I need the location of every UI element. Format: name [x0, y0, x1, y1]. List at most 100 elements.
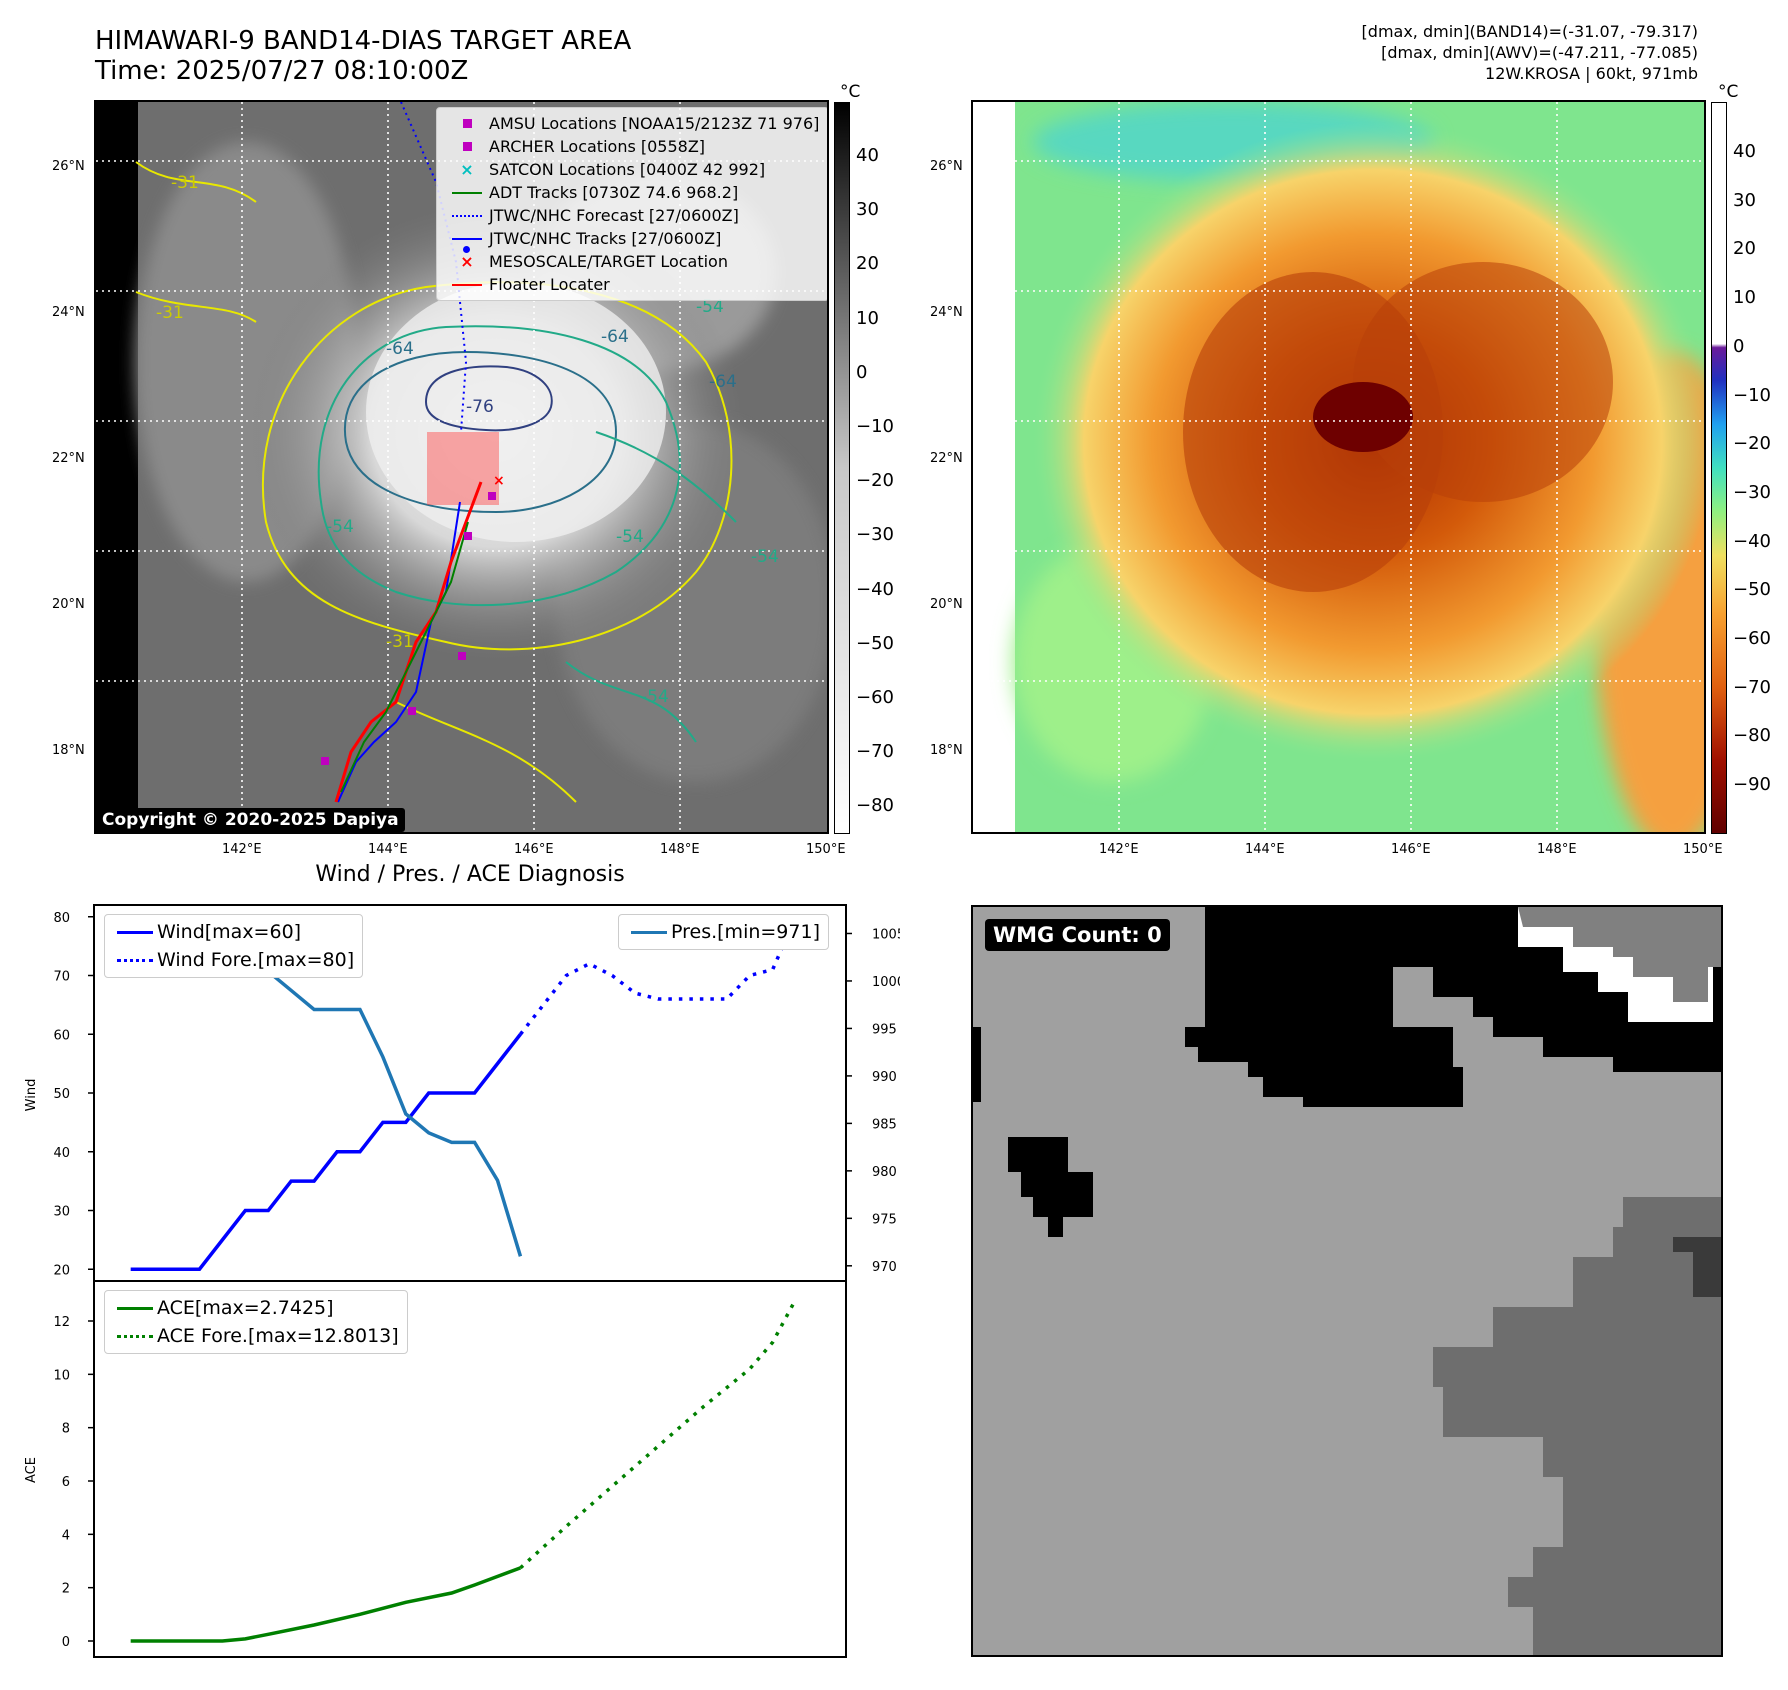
lon-label: 148°E: [660, 842, 700, 857]
axis-tick-label: 975: [872, 1212, 897, 1227]
colorbar-tick-label: −40: [856, 578, 894, 600]
contour-label: -31: [171, 173, 199, 193]
axis-tick-label: 12: [53, 1315, 70, 1330]
storm-info: 12W.KROSA | 60kt, 971mb: [1485, 64, 1698, 83]
colorbar-tick-label: 0: [856, 361, 868, 383]
lon-label: 146°E: [514, 842, 554, 857]
wind-legend: Wind[max=60] Wind Fore.[max=80]: [104, 914, 364, 978]
contour-label: -64: [386, 339, 414, 359]
axis-tick-label: 1005: [872, 927, 900, 942]
wmg-count-badge: WMG Count: 0: [985, 919, 1170, 951]
target-marker: ×: [493, 473, 505, 489]
axis-tick-label: 60: [53, 1028, 70, 1043]
lon-label: 144°E: [1245, 842, 1285, 857]
lon-label: 142°E: [222, 842, 262, 857]
legend-target: × MESOSCALE/TARGET Location: [460, 252, 728, 271]
pressure-legend: Pres.[min=971]: [618, 914, 829, 950]
axis-tick-label: 990: [872, 1070, 897, 1085]
lat-label: 26°N: [930, 159, 963, 174]
floater-box: [427, 432, 499, 505]
axis-tick-label: 8: [62, 1422, 70, 1437]
wind-legend-label: Wind[max=60]: [157, 921, 302, 943]
colorbar-tick-label: 20: [1733, 238, 1756, 260]
axis-tick-label: 70: [53, 970, 70, 985]
axis-tick-label: 2: [62, 1582, 70, 1597]
colorbar-tick-label: −80: [1733, 725, 1771, 747]
legend-satcon: × SATCON Locations [0400Z 42 992]: [460, 160, 766, 179]
axis-tick-label: 40: [53, 1146, 70, 1161]
lat-label: 18°N: [52, 743, 85, 758]
axis-tick-label: 970: [872, 1260, 897, 1275]
colorbar-tick-label: −20: [856, 470, 894, 492]
colorbar-tick-label: −70: [856, 741, 894, 763]
contour-label: -64: [601, 327, 629, 347]
lat-label: 24°N: [930, 305, 963, 320]
awv-colorbar: [1711, 102, 1727, 834]
legend-forecast: JTWC/NHC Forecast [27/0600Z]: [445, 204, 820, 227]
chart-time: Time: 2025/07/27 08:10:00Z: [95, 56, 469, 86]
axis-tick-label: 6: [62, 1475, 70, 1490]
colorbar-tick-label: −60: [1733, 628, 1771, 649]
contour-label: -31: [156, 303, 184, 323]
colorbar-tick-label: 30: [1733, 189, 1756, 211]
colorbar-tick-label: −50: [1733, 579, 1771, 601]
colorbar-unit: °C: [840, 82, 861, 102]
ace-legend-label: ACE[max=2.7425]: [157, 1297, 334, 1319]
colorbar-tick-label: 0: [1733, 335, 1745, 357]
axis-tick-label: 50: [53, 1087, 70, 1102]
ace-axes: [93, 1280, 847, 1658]
contour-label: -54: [326, 517, 354, 537]
axis-tick-label: 980: [872, 1165, 897, 1180]
chart-title: HIMAWARI-9 BAND14-DIAS TARGET AREA: [95, 26, 632, 56]
lon-label: 150°E: [1683, 842, 1723, 857]
colorbar-tick-label: 40: [1733, 141, 1756, 162]
colorbar-tick-label: 10: [856, 307, 879, 329]
band14-stats: [dmax, dmin](BAND14)=(-31.07, -79.317): [1361, 22, 1698, 41]
map-legend: AMSU Locations [NOAA15/2123Z 71 976] ARC…: [436, 107, 827, 301]
axis-tick-label: 4: [62, 1528, 70, 1543]
band14-map: × -31 -31 -64 -64 -64 -76 -54 -54 -54 -5…: [94, 100, 829, 834]
pressure-legend-label: Pres.[min=971]: [671, 921, 820, 943]
wind-axis-label: Wind: [24, 1079, 39, 1112]
wind-forecast-legend-label: Wind Fore.[max=80]: [157, 949, 355, 971]
lat-label: 22°N: [930, 451, 963, 466]
copyright-label: Copyright © 2020-2025 Dapiya: [96, 808, 405, 832]
colorbar-tick-label: −70: [1733, 676, 1771, 698]
legend-jtwc-tracks: JTWC/NHC Tracks [27/0600Z]: [445, 227, 820, 253]
ace-forecast-line: [519, 1298, 798, 1570]
colorbar-tick-label: −10: [856, 416, 894, 437]
axis-tick-label: 0: [62, 1635, 70, 1650]
contour-label: -76: [466, 397, 494, 417]
axis-tick-label: 985: [872, 1117, 897, 1132]
contour-label: -54: [751, 547, 779, 567]
lat-label: 24°N: [52, 305, 85, 320]
lon-label: 148°E: [1537, 842, 1577, 857]
gray-colorbar: [834, 102, 850, 834]
adt-track: [340, 521, 469, 793]
colorbar-tick-label: −80: [856, 795, 894, 817]
colorbar-tick-label: 30: [856, 199, 879, 221]
colorbar-tick-label: 40: [856, 145, 879, 166]
lat-label: 20°N: [930, 597, 963, 612]
ace-forecast-legend-label: ACE Fore.[max=12.8013]: [157, 1325, 399, 1347]
axis-tick-label: 80: [53, 911, 70, 926]
axis-tick-label: 20: [53, 1263, 70, 1278]
colorbar-unit: °C: [1718, 82, 1739, 102]
axis-tick-label: 995: [872, 1022, 897, 1037]
wind-line: [130, 1033, 522, 1271]
floater-track: [334, 481, 483, 803]
colorbar-tick-label: −30: [856, 524, 894, 546]
contour-label: -54: [616, 527, 644, 547]
colorbar-tick-label: −30: [1733, 481, 1771, 503]
legend-adt: ADT Tracks [0730Z 74.6 968.2]: [445, 181, 820, 204]
legend-amsu: AMSU Locations [NOAA15/2123Z 71 976]: [445, 112, 820, 135]
awv-map: [971, 100, 1706, 834]
lat-label: 26°N: [52, 159, 85, 174]
colorbar-tick-label: −90: [1733, 774, 1771, 796]
colorbar-tick-label: −60: [856, 687, 894, 708]
lon-label: 150°E: [806, 842, 846, 857]
lat-label: 20°N: [52, 597, 85, 612]
awv-imagery: [973, 102, 1704, 832]
